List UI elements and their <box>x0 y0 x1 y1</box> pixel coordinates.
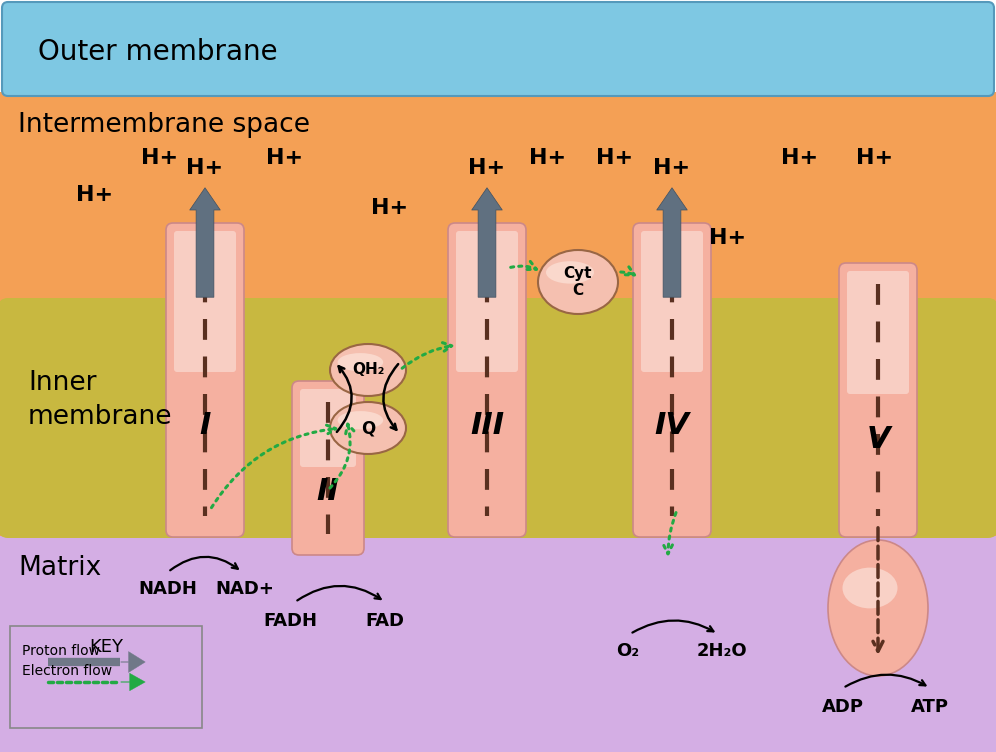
FancyBboxPatch shape <box>10 626 202 728</box>
Text: H+: H+ <box>782 148 819 168</box>
Text: II: II <box>317 478 340 507</box>
Text: H+: H+ <box>597 148 633 168</box>
Text: H+: H+ <box>372 198 408 218</box>
Text: H+: H+ <box>468 158 506 178</box>
FancyBboxPatch shape <box>839 263 917 537</box>
Text: H+: H+ <box>267 148 304 168</box>
Text: III: III <box>470 411 504 439</box>
Text: H+: H+ <box>709 228 747 248</box>
Ellipse shape <box>546 261 594 284</box>
Text: IV: IV <box>654 411 689 439</box>
Text: FADH: FADH <box>263 612 317 630</box>
FancyBboxPatch shape <box>847 271 909 394</box>
Ellipse shape <box>338 411 383 429</box>
Ellipse shape <box>338 353 383 371</box>
Ellipse shape <box>330 402 406 454</box>
Text: Electron flow: Electron flow <box>22 664 113 678</box>
Text: I: I <box>199 411 211 439</box>
Text: Outer membrane: Outer membrane <box>38 38 278 66</box>
Text: Cyt
C: Cyt C <box>564 265 593 299</box>
Text: QH₂: QH₂ <box>352 362 384 378</box>
Bar <box>0 536 996 752</box>
Text: Proton flow: Proton flow <box>22 644 100 658</box>
FancyBboxPatch shape <box>456 231 518 372</box>
Text: Q: Q <box>361 419 375 437</box>
FancyBboxPatch shape <box>2 2 994 96</box>
Text: H+: H+ <box>857 148 893 168</box>
FancyBboxPatch shape <box>292 381 364 555</box>
Text: H+: H+ <box>653 158 690 178</box>
Text: H+: H+ <box>186 158 223 178</box>
Text: Intermembrane space: Intermembrane space <box>18 112 310 138</box>
Text: Inner
membrane: Inner membrane <box>28 370 172 430</box>
Text: H+: H+ <box>141 148 178 168</box>
Text: H+: H+ <box>530 148 567 168</box>
Text: NAD+: NAD+ <box>215 580 275 598</box>
FancyBboxPatch shape <box>641 231 703 372</box>
Text: KEY: KEY <box>89 638 123 656</box>
Text: ADP: ADP <box>822 698 864 716</box>
Text: V: V <box>867 424 889 453</box>
FancyBboxPatch shape <box>300 389 356 467</box>
Ellipse shape <box>843 568 897 608</box>
FancyBboxPatch shape <box>633 223 711 537</box>
Text: ATP: ATP <box>911 698 949 716</box>
FancyBboxPatch shape <box>448 223 526 537</box>
Text: H+: H+ <box>77 185 114 205</box>
FancyBboxPatch shape <box>0 298 996 538</box>
Text: FAD: FAD <box>366 612 404 630</box>
Text: Matrix: Matrix <box>18 555 102 581</box>
Text: O₂: O₂ <box>617 642 639 660</box>
FancyBboxPatch shape <box>166 223 244 537</box>
Text: 2H₂O: 2H₂O <box>696 642 747 660</box>
Ellipse shape <box>330 344 406 396</box>
FancyBboxPatch shape <box>174 231 236 372</box>
Ellipse shape <box>828 540 928 676</box>
Ellipse shape <box>538 250 618 314</box>
Text: NADH: NADH <box>138 580 197 598</box>
